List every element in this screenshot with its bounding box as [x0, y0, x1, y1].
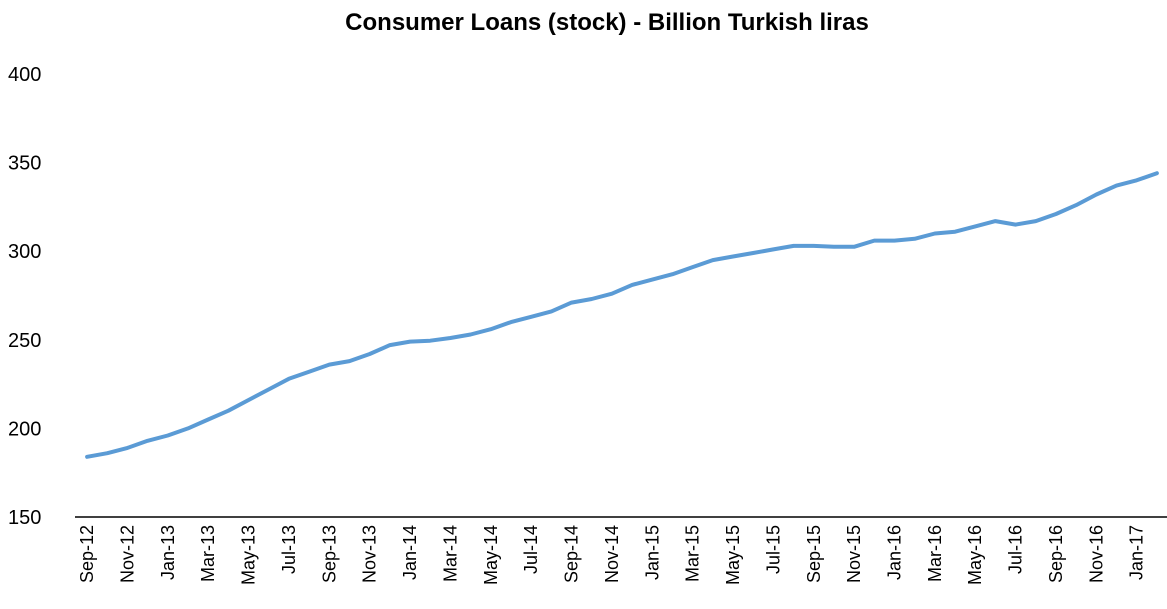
x-tick-label: Nov-15 — [844, 525, 864, 583]
x-tick-label: Sep-14 — [562, 525, 582, 583]
y-tick-label: 150 — [8, 507, 41, 529]
y-tick-label: 300 — [8, 241, 41, 263]
x-tick-label: Sep-16 — [1046, 525, 1066, 583]
x-tick-label: May-14 — [481, 525, 501, 585]
x-tick-label: Sep-13 — [319, 525, 339, 583]
x-tick-label: Nov-13 — [360, 525, 380, 583]
x-tick-label: Mar-15 — [683, 525, 703, 582]
x-tick-label: Nov-16 — [1086, 525, 1106, 583]
x-tick-label: Jan-17 — [1127, 525, 1147, 580]
x-tick-label: Jan-13 — [158, 525, 178, 580]
x-tick-label: Jan-14 — [400, 525, 420, 580]
x-tick-label: May-13 — [239, 525, 259, 585]
x-tick-label: Jul-13 — [279, 525, 299, 574]
data-line — [85, 171, 1159, 459]
x-tick-label: Nov-12 — [117, 525, 137, 583]
y-tick-label: 250 — [8, 330, 41, 352]
x-tick-label: Sep-12 — [77, 525, 97, 583]
y-tick-label: 350 — [8, 153, 41, 175]
x-tick-label: Jan-15 — [642, 525, 662, 580]
x-tick-label: Nov-14 — [602, 525, 622, 583]
x-tick-label: Mar-13 — [198, 525, 218, 582]
x-tick-label: Jul-15 — [763, 525, 783, 574]
y-tick-label: 200 — [8, 418, 41, 440]
x-tick-label: Jul-14 — [521, 525, 541, 574]
x-tick-label: May-16 — [965, 525, 985, 585]
x-tick-label: Jul-16 — [1006, 525, 1026, 574]
x-tick-label: Sep-15 — [804, 525, 824, 583]
x-tick-label: May-15 — [723, 525, 743, 585]
y-tick-label: 400 — [8, 64, 41, 86]
x-tick-label: Jan-16 — [885, 525, 905, 580]
x-tick-label: Mar-14 — [440, 525, 460, 582]
x-tick-label: Mar-16 — [925, 525, 945, 582]
chart-title: Consumer Loans (stock) - Billion Turkish… — [345, 9, 869, 36]
